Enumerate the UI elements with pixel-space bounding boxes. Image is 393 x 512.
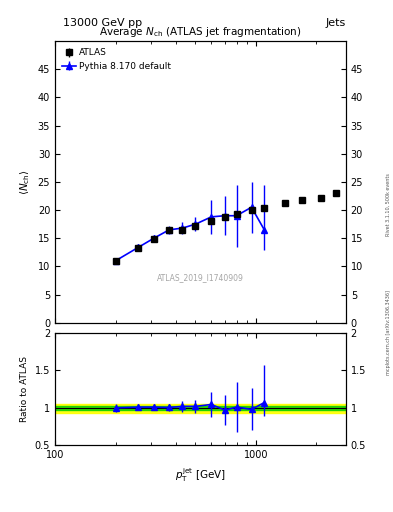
- X-axis label: $p_{\rm T}^{\rm jet}$ [GeV]: $p_{\rm T}^{\rm jet}$ [GeV]: [175, 466, 226, 484]
- Bar: [55, 407, 346, 410]
- Legend: ATLAS, Pythia 8.170 default: ATLAS, Pythia 8.170 default: [59, 46, 174, 73]
- Text: mcplots.cern.ch [arXiv:1306.3436]: mcplots.cern.ch [arXiv:1306.3436]: [386, 290, 391, 375]
- Y-axis label: $\langle N_{\rm ch}\rangle$: $\langle N_{\rm ch}\rangle$: [18, 169, 32, 195]
- Text: Jets: Jets: [325, 18, 346, 28]
- Title: Average $N_{\rm ch}$ (ATLAS jet fragmentation): Average $N_{\rm ch}$ (ATLAS jet fragment…: [99, 26, 302, 39]
- Y-axis label: Ratio to ATLAS: Ratio to ATLAS: [20, 356, 29, 422]
- Text: ATLAS_2019_I1740909: ATLAS_2019_I1740909: [157, 273, 244, 282]
- Text: 13000 GeV pp: 13000 GeV pp: [63, 18, 142, 28]
- Bar: [55, 404, 346, 413]
- Text: Rivet 3.1.10, 500k events: Rivet 3.1.10, 500k events: [386, 174, 391, 236]
